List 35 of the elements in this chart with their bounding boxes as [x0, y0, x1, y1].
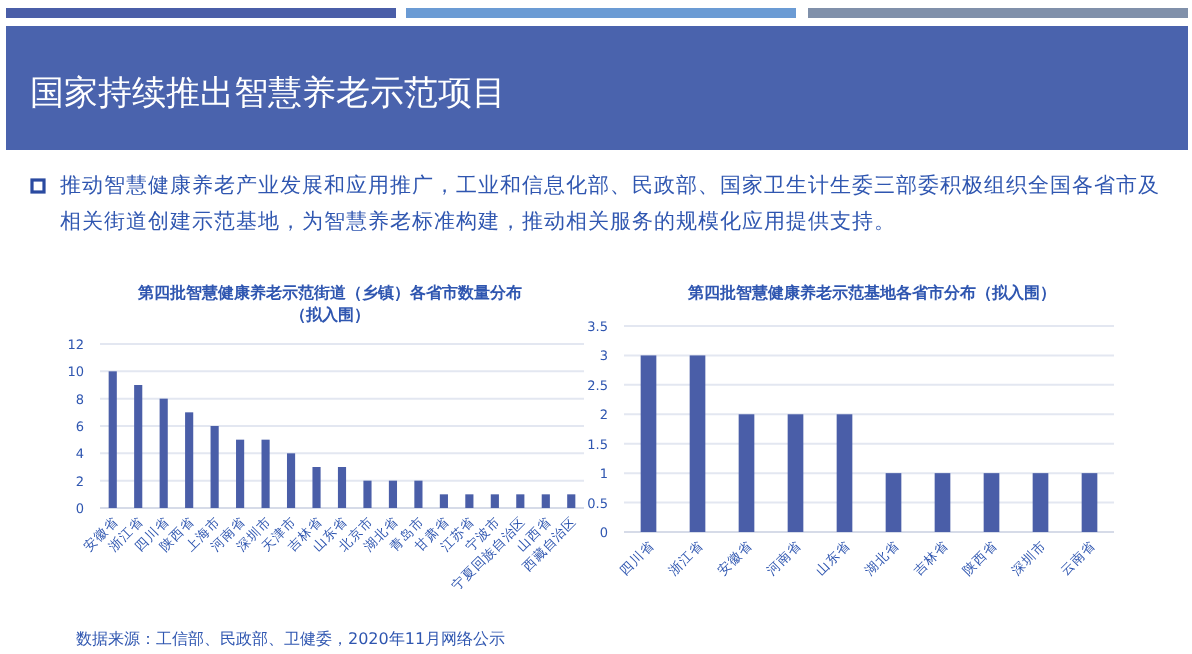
bar	[567, 494, 576, 508]
bar	[337, 467, 347, 508]
bar	[388, 480, 398, 508]
bar	[689, 355, 706, 532]
bar	[261, 439, 270, 508]
bar	[1081, 473, 1098, 532]
bar	[934, 473, 951, 532]
bar	[159, 398, 168, 508]
text: 国家持续推出智慧养老示范项目	[30, 74, 506, 114]
bar	[439, 494, 448, 508]
bar	[885, 473, 902, 532]
bar	[134, 385, 143, 508]
bar	[640, 355, 657, 532]
bar	[787, 414, 804, 532]
bar	[185, 412, 194, 508]
bar	[836, 414, 853, 532]
bar	[541, 494, 550, 508]
bar	[738, 414, 755, 532]
bar	[363, 480, 372, 508]
chart-title: 第四批智慧健康养老示范街道（乡镇）各省市数量分布	[136, 282, 522, 302]
chart-title: 第四批智慧健康养老示范基地各省市分布（拟入围）	[686, 282, 1056, 302]
chart-subtitle: （拟入围）	[290, 306, 370, 324]
source-note: 数据来源：工信部、民政部、卫健委，2020年11月网络公示	[76, 630, 506, 648]
bar	[983, 473, 1000, 532]
bar	[465, 494, 474, 508]
bar	[1032, 473, 1049, 532]
bar	[108, 371, 117, 508]
bar	[414, 480, 423, 508]
bar	[312, 467, 321, 508]
bar	[516, 494, 525, 508]
bar	[210, 426, 219, 508]
bar	[286, 453, 296, 508]
text: 推动智慧健康养老产业发展和应用推广，工业和信息化部、民政部、国家卫生计生委三部委积极组织全国各省市及相关街道创建示范基地，为智慧养老标准构建，推动相关服务的规模化应用提供支持。	[60, 172, 1162, 238]
bar	[236, 439, 245, 508]
bar	[490, 494, 499, 508]
